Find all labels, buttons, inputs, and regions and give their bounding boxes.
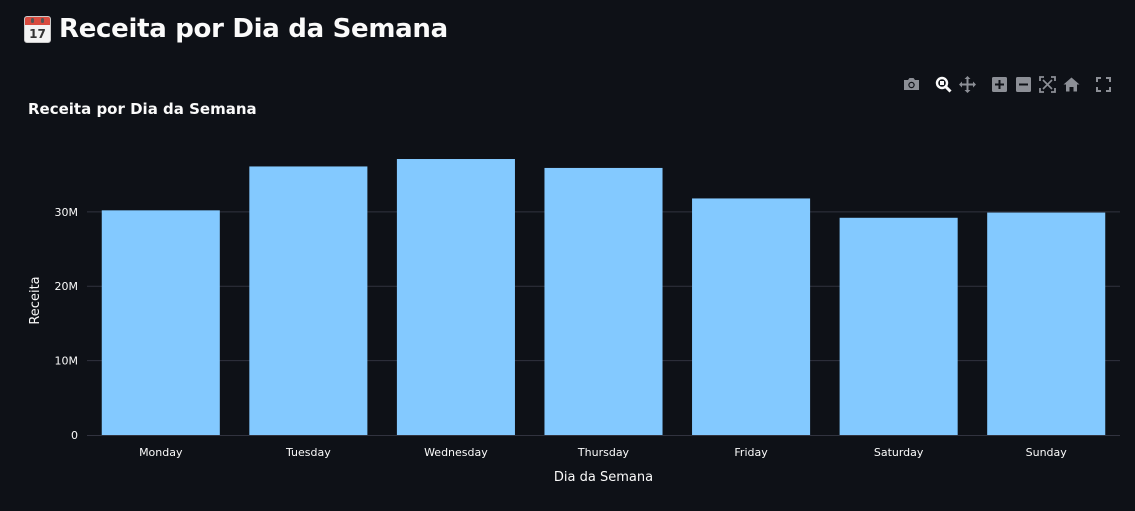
y-tick-label: 30M bbox=[55, 206, 79, 219]
x-tick-label: Friday bbox=[734, 446, 768, 459]
fullscreen-icon[interactable] bbox=[1091, 74, 1115, 94]
zoom-icon[interactable] bbox=[931, 74, 955, 94]
bar-wednesday[interactable] bbox=[396, 159, 515, 435]
camera-icon[interactable] bbox=[899, 74, 923, 94]
chart-modebar bbox=[899, 74, 1115, 94]
reset-axes-icon[interactable] bbox=[1059, 74, 1083, 94]
y-tick-label: 20M bbox=[55, 280, 79, 293]
page-title: Receita por Dia da Semana bbox=[59, 14, 448, 44]
x-tick-label: Thursday bbox=[577, 446, 630, 459]
chart-title: Receita por Dia da Semana bbox=[28, 100, 257, 118]
calendar-icon: 17 bbox=[24, 15, 51, 43]
bar-monday[interactable] bbox=[101, 210, 220, 435]
x-tick-label: Tuesday bbox=[285, 446, 331, 459]
x-tick-label: Saturday bbox=[874, 446, 924, 459]
autoscale-icon[interactable] bbox=[1035, 74, 1059, 94]
x-tick-label: Monday bbox=[139, 446, 183, 459]
bar-friday[interactable] bbox=[692, 198, 811, 435]
x-tick-label: Sunday bbox=[1026, 446, 1068, 459]
x-tick-label: Wednesday bbox=[424, 446, 488, 459]
axes: 0 10M 20M 30M Monday Tuesday Wednesday Thursday… bbox=[55, 206, 1120, 459]
bar-sunday[interactable] bbox=[987, 212, 1106, 435]
bar-saturday[interactable] bbox=[839, 217, 958, 435]
y-axis-title: Receita bbox=[28, 276, 43, 324]
bar-tuesday[interactable] bbox=[249, 166, 368, 435]
zoom-in-icon[interactable] bbox=[987, 74, 1011, 94]
y-tick-label: 0 bbox=[71, 429, 78, 442]
y-tick-label: 10M bbox=[55, 355, 79, 368]
bars bbox=[101, 159, 1106, 435]
x-axis-title: Dia da Semana bbox=[554, 470, 653, 485]
bar-thursday[interactable] bbox=[544, 167, 663, 435]
zoom-out-icon[interactable] bbox=[1011, 74, 1035, 94]
pan-icon[interactable] bbox=[955, 74, 979, 94]
page-header: 17 Receita por Dia da Semana bbox=[24, 14, 448, 44]
calendar-icon-day: 17 bbox=[29, 26, 46, 41]
